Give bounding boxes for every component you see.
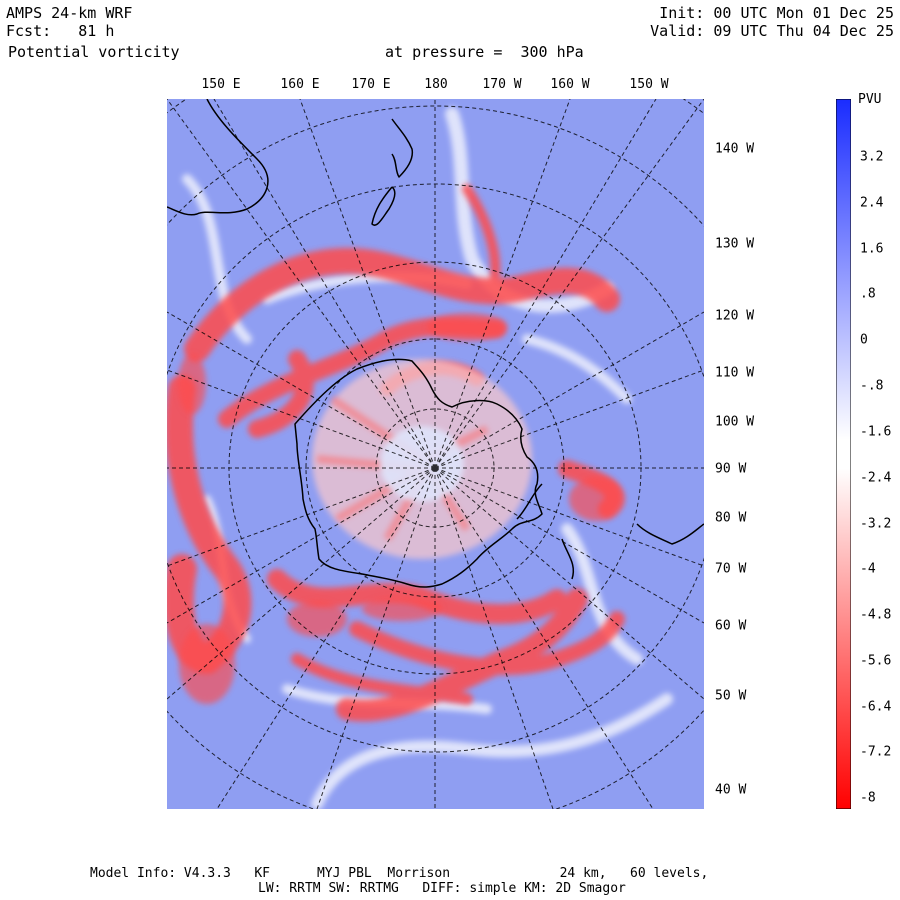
colorbar-label: -5.6 <box>860 653 892 669</box>
lon-label-130w: 130 W <box>715 236 755 252</box>
lon-label-120w: 120 W <box>715 308 755 324</box>
model-info: Model Info: V4.3.3 KF MYJ PBL Morrison 2… <box>90 866 709 881</box>
lon-label-80w: 80 W <box>715 510 747 526</box>
colorbar-label: -3.2 <box>860 516 892 532</box>
physics-info: LW: RRTM SW: RRTMG DIFF: simple KM: 2D S… <box>258 881 626 896</box>
colorbar-label: -2.4 <box>860 470 892 486</box>
lon-label-50w: 50 W <box>715 688 747 704</box>
australia-coast <box>167 99 269 216</box>
colorbar-label: 1.6 <box>860 241 884 257</box>
new-zealand-south <box>371 186 396 226</box>
valid-time: Valid: 09 UTC Thu 04 Dec 25 <box>650 22 894 40</box>
lon-label-140w: 140 W <box>715 141 755 157</box>
colorbar-label: 3.2 <box>860 149 884 165</box>
init-time: Init: 00 UTC Mon 01 Dec 25 <box>659 4 894 22</box>
pv-colorbar <box>836 99 851 809</box>
graticule <box>167 99 704 809</box>
lon-label-90w: 90 W <box>715 461 747 477</box>
lon-label-150e: 150 E <box>201 77 241 92</box>
colorbar-label: -1.6 <box>860 424 892 440</box>
colorbar-label: -7.2 <box>860 744 892 760</box>
new-zealand-north <box>391 118 414 178</box>
colorbar-label: -4.8 <box>860 607 892 623</box>
colorbar-unit: PVU <box>858 92 882 107</box>
lon-label-110w: 110 W <box>715 365 755 381</box>
lon-label-180: 180 <box>424 77 448 92</box>
south-america-coast <box>636 523 704 545</box>
colorbar-label: 0 <box>860 332 868 348</box>
lon-label-170w: 170 W <box>482 77 522 92</box>
lon-label-40w: 40 W <box>715 782 747 798</box>
colorbar-label: -.8 <box>860 378 884 394</box>
forecast-hour: Fcst: 81 h <box>6 22 115 40</box>
lon-label-160w: 160 W <box>550 77 590 92</box>
colorbar-label: -8 <box>860 790 876 806</box>
south-america-lower <box>561 538 574 580</box>
colorbar-label: -4 <box>860 561 876 577</box>
lon-label-100w: 100 W <box>715 414 755 430</box>
coastlines <box>167 99 704 588</box>
colorbar-label: -6.4 <box>860 699 892 715</box>
pv-field <box>167 107 673 809</box>
lon-label-150w: 150 W <box>629 77 669 92</box>
colorbar-label: .8 <box>860 286 876 302</box>
colorbar-label: 2.4 <box>860 195 884 211</box>
pv-map <box>167 99 704 809</box>
lon-label-70w: 70 W <box>715 561 747 577</box>
lon-label-170e: 170 E <box>351 77 391 92</box>
antarctic-peninsula <box>516 483 543 520</box>
pressure-level: at pressure = 300 hPa <box>385 43 584 61</box>
lon-label-160e: 160 E <box>280 77 320 92</box>
field-name: Potential vorticity <box>8 43 180 61</box>
lon-label-60w: 60 W <box>715 618 747 634</box>
model-title: AMPS 24-km WRF <box>6 4 133 22</box>
antarctica-coast <box>294 358 543 588</box>
